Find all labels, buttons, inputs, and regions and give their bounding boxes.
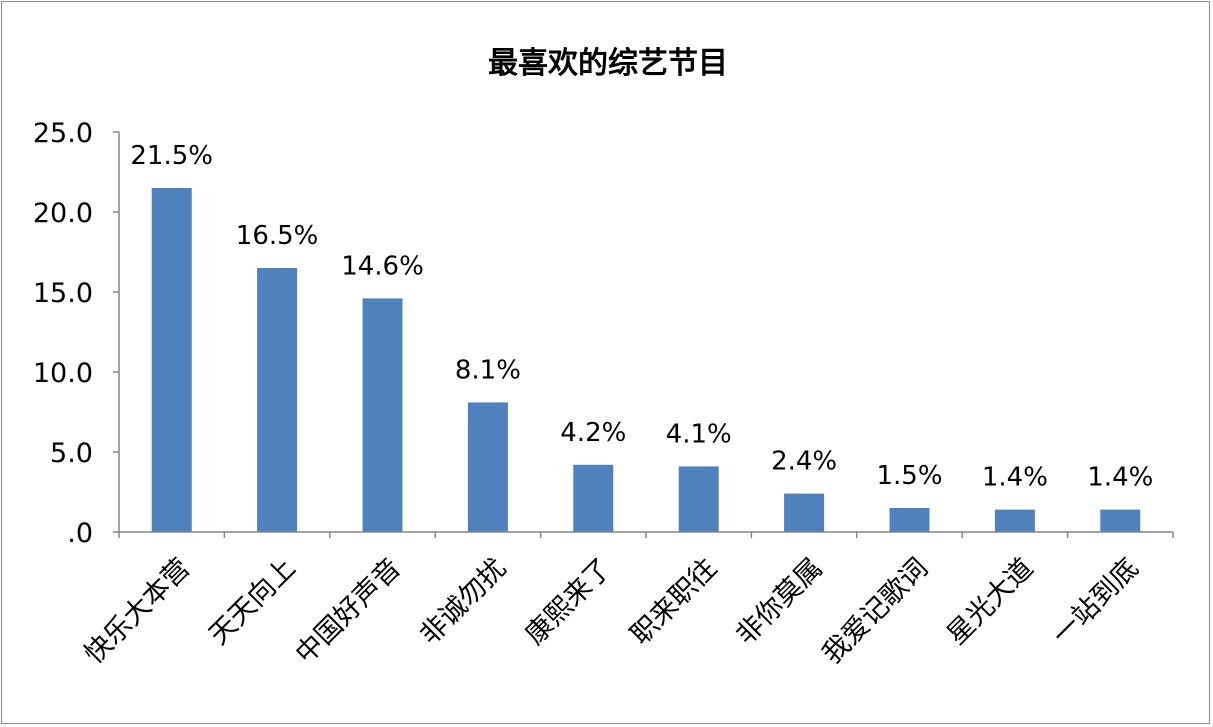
- data-label: 16.5%: [236, 221, 319, 251]
- y-tick-label: 20.0: [33, 198, 93, 229]
- y-tick-label: 5.0: [50, 438, 93, 469]
- x-axis: [118, 531, 1174, 538]
- category-label: 非你莫属: [730, 553, 828, 651]
- category-label: 非诚勿扰: [414, 553, 512, 651]
- category-label: 星光大道: [941, 553, 1039, 651]
- category-label: 职来职往: [625, 553, 723, 651]
- bar: [257, 268, 298, 532]
- category-label: 中国好声音: [290, 553, 407, 670]
- data-label: 1.4%: [1087, 463, 1153, 493]
- data-label: 2.4%: [771, 447, 837, 477]
- y-tick-label: 25.0: [33, 118, 93, 149]
- bar: [889, 508, 930, 532]
- bars: [151, 188, 1141, 532]
- category-label: 我爱记歌词: [817, 553, 934, 670]
- bar: [362, 298, 403, 532]
- category-label: 一站到底: [1047, 553, 1145, 651]
- y-axis: .0 5.0 10.0 15.0 20.0 25.0: [33, 118, 120, 549]
- data-label: 4.1%: [666, 419, 732, 449]
- data-label: 14.6%: [341, 251, 424, 281]
- data-label: 1.4%: [982, 463, 1048, 493]
- category-label: 天天向上: [203, 553, 301, 651]
- data-labels: 21.5% 16.5% 14.6% 8.1% 4.2% 4.1% 2.4% 1.5% 1.4% 1…: [130, 141, 1153, 493]
- data-label: 4.2%: [560, 418, 626, 448]
- bar: [994, 509, 1035, 532]
- data-label: 8.1%: [455, 355, 521, 385]
- y-tick-label: 15.0: [33, 278, 93, 309]
- chart-title: 最喜欢的综艺节目: [488, 46, 728, 81]
- data-label: 21.5%: [130, 141, 213, 171]
- bar: [151, 188, 192, 532]
- bar: [573, 464, 614, 532]
- bar: [678, 466, 719, 532]
- y-tick-label: 10.0: [33, 358, 93, 389]
- category-label: 康熙来了: [520, 553, 618, 651]
- category-label: 快乐大本营: [79, 553, 196, 670]
- category-labels: 快乐大本营 天天向上中国好声音 非诚勿扰 康熙来了 职来职往 非你莫属我爱记歌词 星光大道一…: [79, 553, 1145, 670]
- bar: [784, 493, 825, 532]
- bar: [467, 402, 508, 532]
- y-tick-label: .0: [67, 518, 93, 549]
- data-label: 1.5%: [876, 461, 942, 491]
- bar: [1100, 509, 1141, 532]
